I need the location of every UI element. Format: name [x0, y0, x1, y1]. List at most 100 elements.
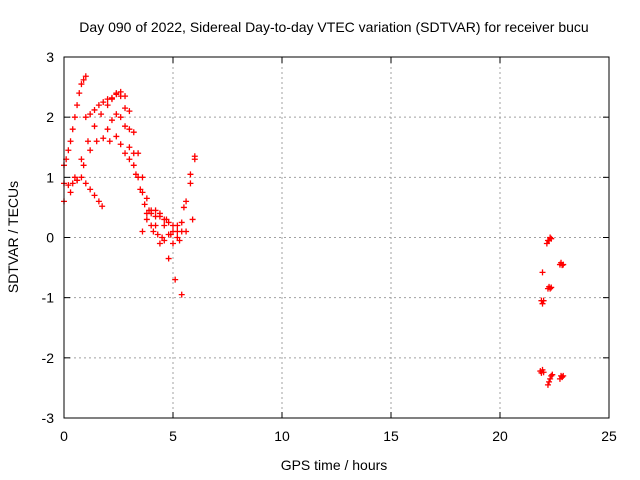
x-tick-label: 25 [601, 428, 617, 444]
data-point [104, 102, 111, 109]
series-late-arc-5 [556, 259, 567, 269]
plot-frame [63, 56, 610, 419]
data-point [548, 235, 555, 242]
data-point [104, 96, 111, 103]
data-point [174, 234, 181, 241]
series-late-arc-1 [538, 297, 547, 307]
data-point [113, 90, 120, 97]
data-point [122, 105, 129, 112]
data-point [180, 204, 187, 211]
data-point [122, 150, 129, 157]
data-point [71, 174, 78, 181]
x-axis-tick-labels: 0 5 10 15 20 25 [60, 428, 617, 444]
data-point [117, 141, 124, 148]
data-point [183, 198, 190, 205]
series-late-arc-7 [544, 371, 556, 388]
data-point [560, 261, 567, 268]
data-point [165, 219, 172, 226]
data-point [170, 228, 176, 235]
data-point [99, 203, 106, 210]
y-tick-label: 3 [46, 49, 54, 65]
chart-title: Day 090 of 2022, Sidereal Day-to-day VTE… [79, 19, 588, 35]
data-point [82, 114, 89, 121]
series-arc-6 [104, 111, 196, 247]
data-point [189, 216, 196, 223]
x-tick-label: 10 [274, 428, 290, 444]
data-point [126, 126, 133, 133]
data-point [176, 237, 183, 244]
data-point [65, 147, 72, 154]
data-point [547, 234, 554, 241]
data-point [87, 111, 94, 118]
data-point [150, 228, 157, 235]
series-arc-2 [61, 133, 185, 298]
data-point [78, 156, 85, 163]
series-late-arc-6 [537, 366, 547, 376]
data-point [543, 240, 550, 247]
data-point [84, 138, 91, 145]
data-point [559, 374, 566, 381]
data-point [540, 297, 547, 304]
data-point [122, 123, 129, 130]
data-point [141, 201, 148, 208]
data-point [108, 117, 115, 124]
y-tick-label: 1 [46, 169, 54, 185]
data-point [548, 372, 555, 379]
data-point [126, 108, 133, 115]
data-point [126, 156, 133, 163]
data-point [76, 90, 83, 97]
data-point [172, 276, 179, 283]
data-point [113, 133, 120, 140]
data-point [544, 381, 551, 388]
data-point [130, 129, 137, 136]
x-tick-label: 5 [169, 428, 177, 444]
data-point [67, 189, 74, 196]
data-point [65, 182, 72, 189]
data-point [137, 186, 144, 193]
y-tick-label: 2 [46, 109, 54, 125]
data-point [143, 195, 150, 202]
series-late-arc-4 [544, 283, 555, 292]
series-arc-7 [139, 207, 185, 247]
data-point [113, 111, 120, 118]
data-point [98, 111, 105, 118]
data-points [61, 73, 567, 388]
series-arc-3 [61, 174, 106, 210]
x-tick-label: 15 [383, 428, 399, 444]
data-point [91, 106, 98, 113]
data-point [148, 222, 155, 229]
y-tick-label: 0 [46, 230, 54, 246]
data-point [132, 171, 139, 178]
data-point [87, 186, 94, 193]
data-point [156, 213, 163, 220]
data-point [69, 180, 76, 187]
data-point [139, 174, 146, 181]
series-late-arc-2 [539, 269, 546, 276]
x-tick-label: 0 [60, 428, 68, 444]
data-point [135, 150, 142, 157]
data-point [139, 189, 146, 196]
data-point [78, 81, 85, 88]
data-point [95, 198, 102, 205]
data-point [139, 228, 146, 235]
data-point [108, 94, 115, 101]
data-point [91, 123, 98, 130]
data-point [539, 269, 546, 276]
data-point [170, 240, 176, 247]
series-late-arc-3 [543, 234, 555, 247]
data-point [540, 369, 547, 376]
series-late-arc-8 [556, 372, 567, 382]
data-point [69, 126, 76, 133]
data-point [178, 228, 185, 235]
data-point [74, 102, 81, 109]
data-point [78, 174, 85, 181]
data-point [67, 138, 74, 145]
data-point [122, 93, 129, 100]
y-axis-tick-labels: -3 -2 -1 0 1 2 3 [42, 49, 55, 426]
data-point [560, 372, 567, 379]
data-point [91, 192, 98, 199]
series-arc-1 [61, 73, 89, 169]
data-point [178, 219, 185, 226]
data-point [161, 222, 168, 229]
